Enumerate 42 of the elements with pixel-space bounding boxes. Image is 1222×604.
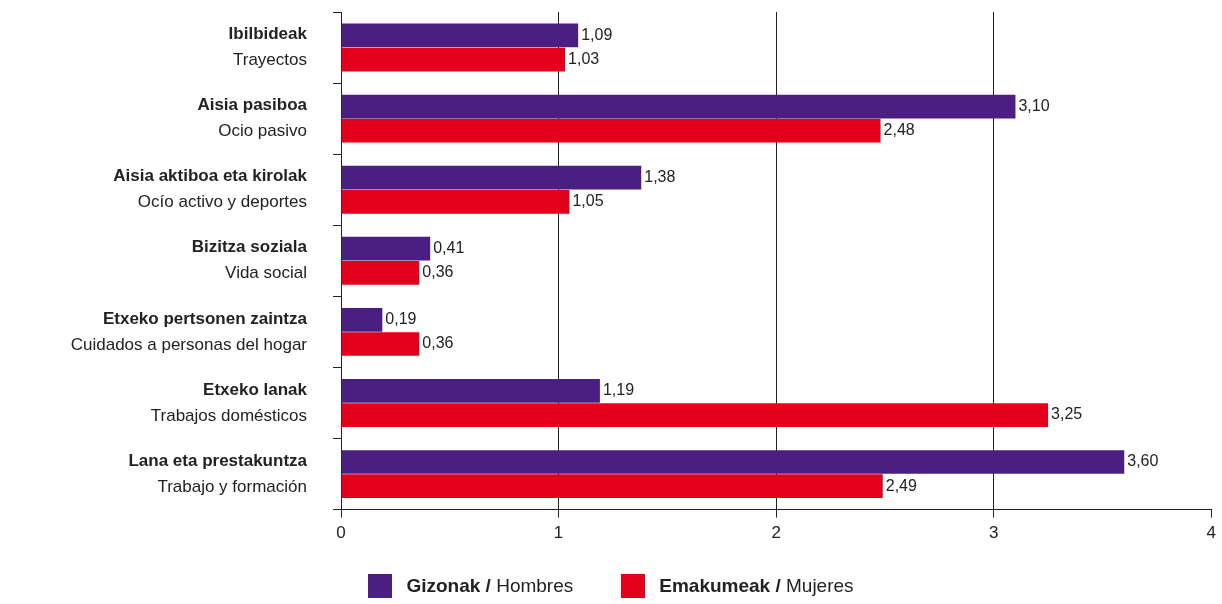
bar: [341, 47, 566, 72]
data-label: 1,05: [572, 192, 604, 210]
data-label: 0,41: [433, 239, 465, 257]
bar: [341, 403, 1049, 427]
y-tick-label: Lana eta prestakuntza Trabajo y formación: [128, 450, 308, 496]
x-tick-label: 1: [553, 523, 564, 543]
bar: [341, 307, 383, 332]
y-tick-label: Ibilbideak Trayectos: [228, 24, 308, 70]
x-tick-label: 3: [988, 523, 999, 543]
bar: [341, 450, 1125, 474]
x-tick-label: 0: [336, 523, 346, 543]
data-label: 3,25: [1051, 405, 1083, 423]
y-tick-label: Etxeko pertsonen zaintza Cuidados a personas del hogar: [70, 308, 308, 354]
x-tick-label: 4: [1206, 523, 1217, 543]
data-label: 1,19: [602, 381, 635, 399]
y-tick-label: Aisia pasiboa Ocio pasivo: [197, 95, 308, 141]
data-label: 0,19: [385, 310, 417, 328]
x-tick-label: 2: [771, 523, 781, 543]
y-tick-label: Etxeko lanak Trabajos domésticos: [150, 379, 308, 425]
data-label: 1,03: [568, 50, 600, 68]
bar: [341, 379, 600, 403]
data-label: 3,60: [1127, 452, 1159, 470]
bar: [341, 23, 579, 48]
data-label: 1,38: [644, 168, 676, 186]
bar: [341, 236, 431, 261]
data-label: 0,36: [422, 263, 454, 281]
data-label: 3,10: [1018, 96, 1050, 114]
data-label: 1,09: [581, 25, 613, 43]
bar: [341, 118, 881, 143]
bar: [341, 189, 570, 214]
y-tick-label: Bizitza soziala Vida social: [191, 237, 308, 283]
bar: [341, 165, 642, 190]
legend-label: Gizonak / Hombres: [406, 575, 574, 597]
y-tick-label: Aisia aktiboa eta kirolak Ocío activo y deportes: [113, 166, 308, 212]
legend-label: Emakumeak / Mujeres: [659, 575, 854, 597]
bar: [341, 94, 1016, 119]
bar: [341, 261, 420, 285]
bar: [341, 474, 883, 498]
data-label: 2,49: [885, 476, 917, 494]
data-label: 2,48: [883, 121, 915, 139]
bar: [341, 332, 420, 356]
data-label: 0,36: [422, 334, 454, 352]
